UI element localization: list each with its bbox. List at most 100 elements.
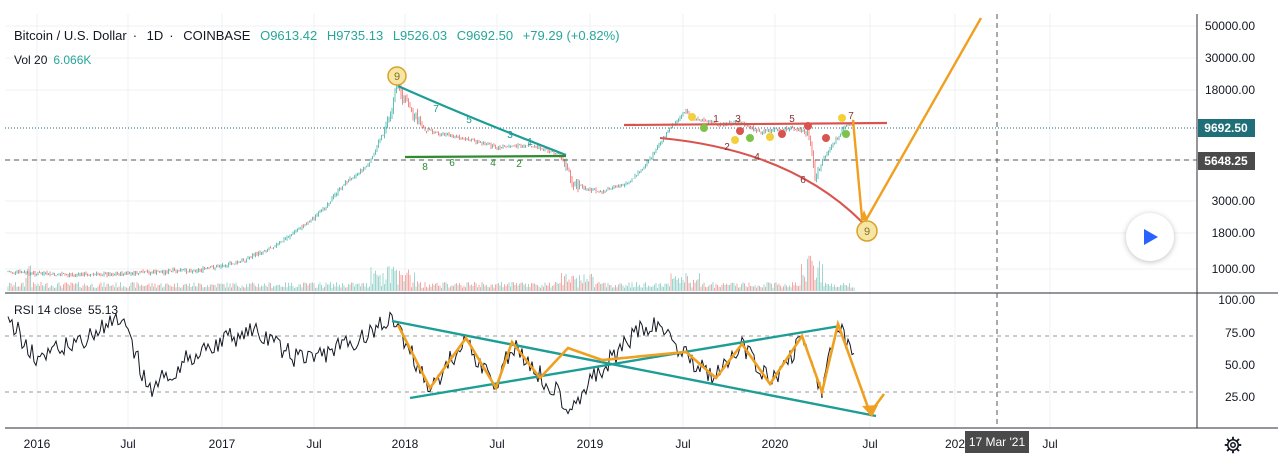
count-dot	[731, 136, 739, 144]
rsi-tick-label: 100.00	[1218, 293, 1255, 307]
play-icon	[1144, 229, 1158, 245]
rsi-arrowhead	[862, 405, 878, 417]
count-dot	[746, 134, 754, 142]
gear-icon	[1224, 436, 1242, 454]
count-dot	[804, 122, 812, 130]
interval-label[interactable]: 1D	[146, 28, 164, 43]
range-count-lower: 4	[754, 152, 760, 163]
crosshair-date-badge	[965, 431, 1029, 453]
wave-count-lower: 8	[422, 162, 428, 173]
time-tick-label: 2016	[24, 437, 51, 451]
price-drawings[interactable]	[387, 17, 983, 242]
symbol-name[interactable]: Bitcoin / U.S. Dollar	[14, 28, 127, 43]
time-tick-label: 2020	[762, 437, 789, 451]
rsi-descending-trendline[interactable]	[391, 319, 877, 418]
price-tick-label: 18000.00	[1205, 83, 1255, 97]
exchange-label: COINBASE	[183, 28, 251, 43]
time-tick-label: 2017	[209, 437, 236, 451]
volume-legend[interactable]: Vol 20 6.066K	[14, 53, 91, 67]
count-dot	[778, 130, 786, 138]
projection-down-line[interactable]	[851, 119, 864, 219]
change-value: +79.29 (+0.82%)	[522, 28, 620, 43]
top-marker-circle[interactable]	[387, 66, 407, 86]
settings-button[interactable]	[1224, 436, 1242, 459]
count-dot	[822, 134, 830, 142]
count-dot	[736, 127, 744, 135]
rsi-ascending-trendline[interactable]	[409, 324, 841, 400]
price-axis[interactable]: 50000.0030000.0018000.006000.003000.0018…	[1205, 19, 1255, 276]
time-tick-label: Jul	[675, 437, 690, 451]
projection-up-line[interactable]	[864, 17, 983, 221]
grid-lines	[5, 14, 1197, 428]
current-price-label: 9692.50	[1204, 121, 1248, 135]
range-count-upper: 3	[735, 114, 741, 125]
count-dot	[842, 130, 850, 138]
range-count-upper: 1	[713, 114, 719, 125]
target-marker-label: 9	[864, 226, 870, 238]
count-dot	[700, 124, 708, 132]
time-tick-label: Jul	[1042, 437, 1057, 451]
wave-count-upper: 3	[507, 130, 513, 141]
rsi-tick-label: 75.00	[1225, 326, 1255, 340]
rsi-value: 55.13	[88, 303, 119, 317]
wave-count-lower: 2	[516, 159, 522, 170]
wave-count-upper: 5	[466, 115, 472, 126]
range-support-curve[interactable]	[659, 137, 863, 223]
price-tick-label: 1000.00	[1212, 262, 1256, 276]
range-resistance-line[interactable]	[623, 121, 888, 127]
rsi-line	[7, 311, 855, 415]
range-count-upper: 7	[848, 111, 854, 122]
time-tick-label: 2018	[392, 437, 419, 451]
time-tick-label: 2019	[577, 437, 604, 451]
symbol-legend[interactable]: Bitcoin / U.S. Dollar · 1D · COINBASE O961…	[14, 28, 620, 43]
close-value: C9692.50	[456, 28, 514, 43]
rsi-tick-label: 25.00	[1225, 390, 1255, 404]
time-tick-label: Jul	[120, 437, 135, 451]
rsi-legend[interactable]: RSI 14 close 55.13	[14, 303, 118, 317]
range-count-lower: 2	[724, 142, 730, 153]
range-count-lower: 6	[800, 175, 806, 186]
triangle-upper-trendline[interactable]	[397, 84, 567, 157]
price-tick-label: 30000.00	[1205, 51, 1255, 65]
count-dot	[688, 113, 696, 121]
low-value: L9526.03	[392, 28, 448, 43]
time-axis[interactable]: 2016 Jul 2017 Jul 2018 Jul 2019 Jul 2020 Jul 202 Ju…	[24, 437, 1058, 451]
wave-count-lower: 6	[449, 158, 455, 169]
count-dot	[766, 133, 774, 141]
top-marker-label: 9	[394, 71, 400, 83]
rsi-tick-label: 50.00	[1225, 358, 1255, 372]
crosshair-price-label: 5648.25	[1204, 154, 1248, 168]
time-tick-label: Jul	[306, 437, 321, 451]
open-value: O9613.42	[260, 28, 318, 43]
crosshair-date-label: 17 Mar '21	[969, 435, 1026, 449]
price-tick-label: 3000.00	[1212, 194, 1256, 208]
target-marker-circle[interactable]	[856, 220, 878, 242]
rsi-label: RSI 14 close	[14, 303, 83, 317]
crosshair-price-badge	[1198, 152, 1255, 170]
wave-count-lower: 4	[490, 158, 496, 169]
wave-count-upper: 7	[433, 104, 439, 115]
volume-bars	[7, 255, 855, 291]
price-pane[interactable]	[5, 14, 1197, 292]
time-tick-label: Jul	[862, 437, 877, 451]
play-button[interactable]	[1126, 213, 1174, 261]
price-tick-label: 50000.00	[1205, 19, 1255, 33]
current-price-badge	[1198, 119, 1255, 137]
volume-label: Vol 20	[14, 53, 48, 67]
range-count-dots	[688, 113, 850, 144]
time-tick-label: 202	[945, 437, 965, 451]
rsi-drawings[interactable]	[391, 319, 886, 418]
projection-arrowhead	[860, 210, 868, 221]
triangle-support-line[interactable]	[404, 154, 567, 159]
rsi-zigzag-drawing[interactable]	[396, 319, 886, 416]
high-value: H9735.13	[326, 28, 384, 43]
price-tick-label: 1800.00	[1212, 226, 1256, 240]
volume-value: 6.066K	[53, 53, 92, 67]
wave-count-upper: 1	[527, 137, 533, 148]
range-count-upper: 5	[789, 114, 795, 125]
time-tick-label: Jul	[489, 437, 504, 451]
rsi-axis[interactable]: 100.00 75.00 50.00 25.00	[1218, 293, 1255, 404]
